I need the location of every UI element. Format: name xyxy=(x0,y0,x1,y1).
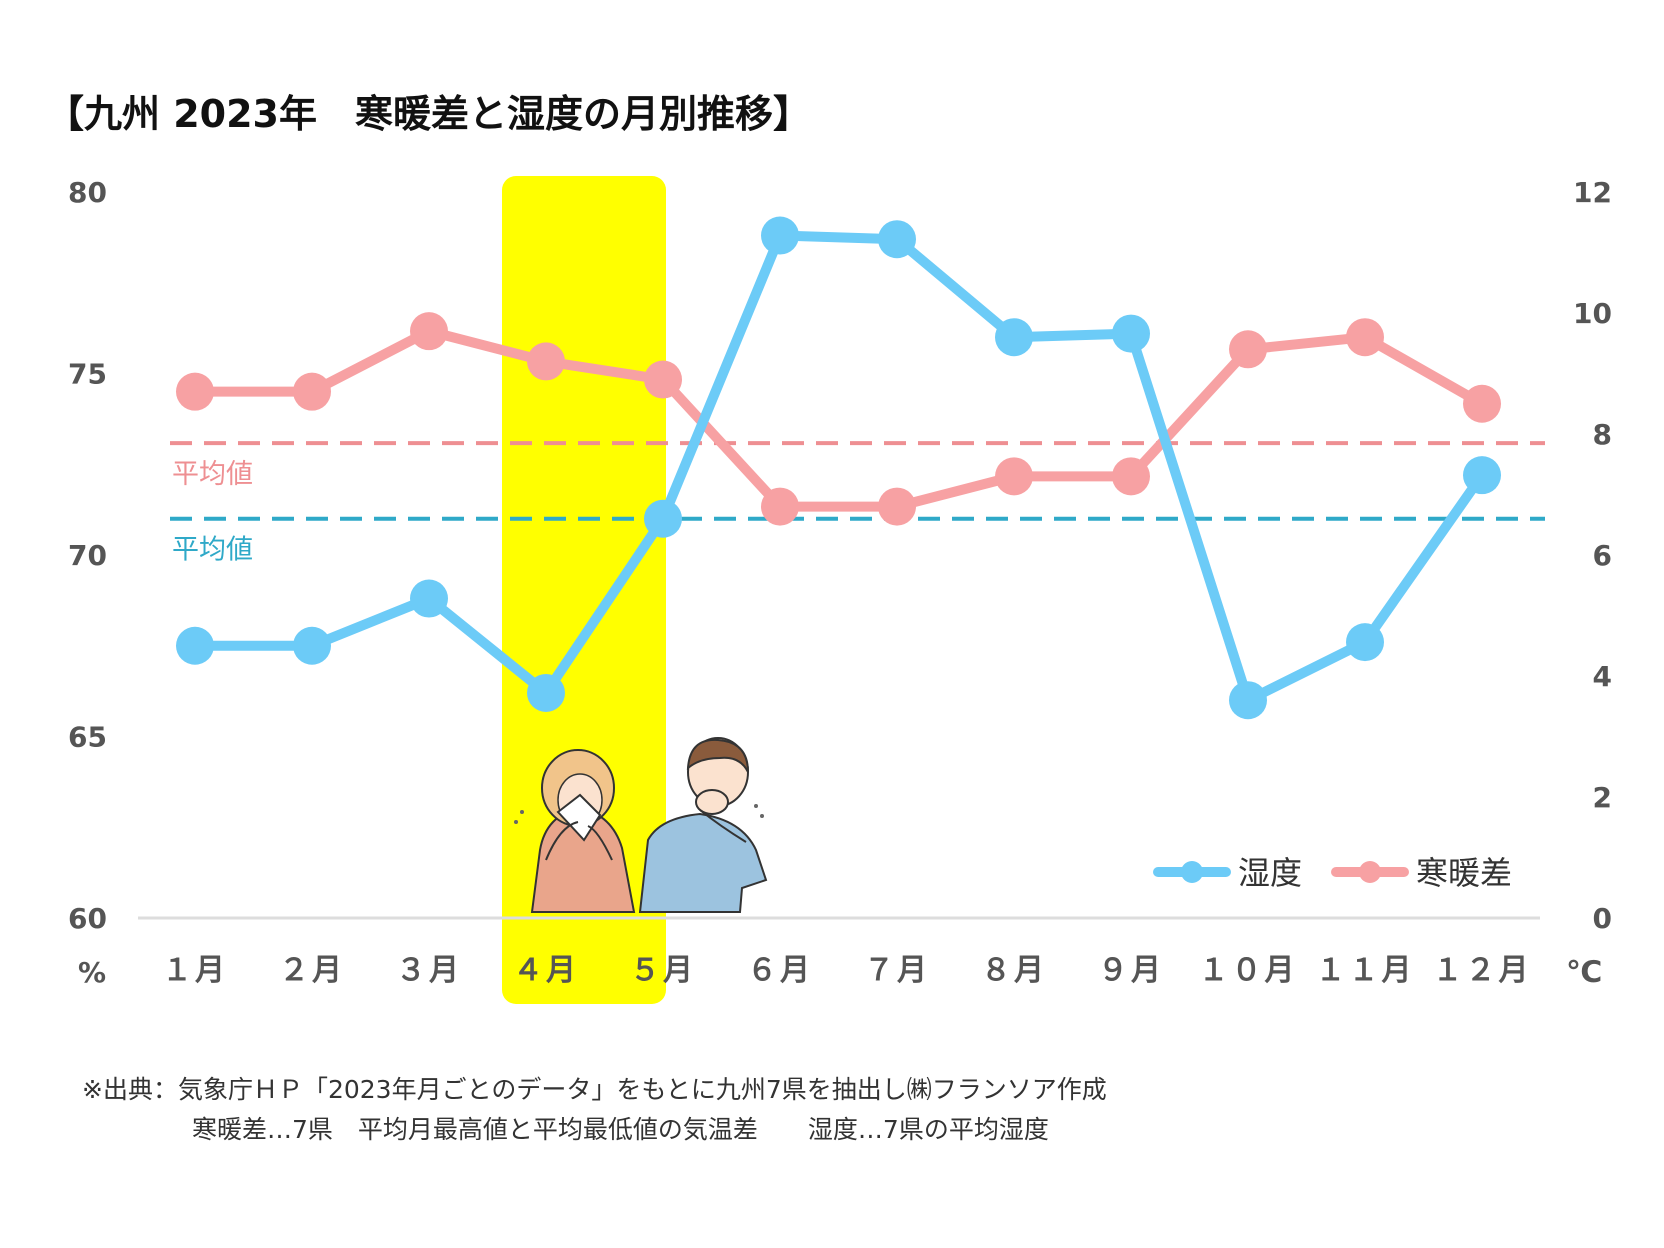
temp-diff-point xyxy=(761,487,799,526)
right-tick-label: 10 xyxy=(1573,297,1612,330)
temp-diff-average-label: 平均値 xyxy=(172,459,253,490)
left-tick-label: 60 xyxy=(68,902,107,935)
right-tick-label: 12 xyxy=(1573,176,1612,209)
humidity-point xyxy=(995,318,1033,357)
x-tick-label: ２月 xyxy=(279,953,345,988)
source-note-line2: 寒暖差…7県 平均月最高値と平均最低値の気温差 湿度…7県の平均湿度 xyxy=(192,1115,1049,1144)
temp-diff-point xyxy=(527,342,565,381)
humidity-point xyxy=(761,216,799,255)
legend-humidity-label: 湿度 xyxy=(1238,854,1302,892)
chart-title: 【九州 2023年 寒暖差と湿度の月別推移】 xyxy=(46,92,811,136)
x-tick-label: １２月 xyxy=(1433,953,1532,988)
humidity-point xyxy=(1229,681,1267,720)
left-tick-label: 70 xyxy=(68,539,107,572)
temp-diff-series xyxy=(176,312,1501,526)
humidity-point xyxy=(1463,456,1501,495)
temp-diff-line xyxy=(190,326,1487,512)
x-tick-label: １１月 xyxy=(1316,953,1415,988)
left-tick-label: 75 xyxy=(68,358,107,391)
humidity-point xyxy=(1112,314,1150,353)
humidity-point xyxy=(527,673,565,712)
temp-diff-point xyxy=(176,372,214,411)
x-tick-label: ３月 xyxy=(396,953,462,988)
left-axis-unit: % xyxy=(78,956,106,989)
temp-diff-point xyxy=(293,372,331,411)
left-axis-ticks: 60 65 70 75 80 xyxy=(68,176,107,935)
humidity-point xyxy=(176,626,214,665)
humidity-point xyxy=(1346,623,1384,662)
humidity-point xyxy=(410,579,448,618)
left-tick-label: 65 xyxy=(68,721,107,754)
temp-diff-point xyxy=(1346,318,1384,357)
right-tick-label: 2 xyxy=(1593,781,1612,814)
x-tick-label: ８月 xyxy=(981,953,1047,988)
legend-temp-diff-dot xyxy=(1359,861,1381,883)
right-tick-label: 0 xyxy=(1593,902,1612,935)
legend: 湿度 寒暖差 xyxy=(1153,854,1512,892)
left-tick-label: 80 xyxy=(68,176,107,209)
right-tick-label: 6 xyxy=(1593,539,1612,572)
temp-diff-point xyxy=(1229,330,1267,369)
legend-temp-diff-label: 寒暖差 xyxy=(1416,854,1512,892)
x-tick-label: ７月 xyxy=(864,953,930,988)
humidity-series xyxy=(176,216,1501,720)
x-tick-label: ９月 xyxy=(1098,953,1164,988)
humidity-line xyxy=(190,230,1487,706)
temp-diff-point xyxy=(995,457,1033,496)
x-tick-label: ６月 xyxy=(747,953,813,988)
temp-diff-point xyxy=(644,360,682,399)
temp-diff-point xyxy=(1112,457,1150,496)
right-tick-label: 8 xyxy=(1593,418,1612,451)
right-axis-unit: ℃ xyxy=(1566,955,1602,990)
right-tick-label: 4 xyxy=(1593,660,1612,693)
right-axis-ticks: 0 2 4 6 8 10 12 xyxy=(1573,176,1612,935)
temp-diff-point xyxy=(878,487,916,526)
legend-humidity-dot xyxy=(1181,861,1203,883)
x-tick-label: ５月 xyxy=(630,953,696,988)
humidity-point xyxy=(644,499,682,538)
x-tick-label: １月 xyxy=(162,953,228,988)
x-tick-label: １０月 xyxy=(1199,953,1298,988)
humidity-point xyxy=(878,220,916,259)
source-note-line1: ※出典：気象庁ＨＰ「2023年月ごとのデータ」をもとに九州7県を抽出し㈱フランソ… xyxy=(82,1075,1107,1104)
humidity-point xyxy=(293,626,331,665)
temp-diff-point xyxy=(410,312,448,351)
sneezing-people-icon xyxy=(514,737,768,913)
temp-diff-point xyxy=(1463,384,1501,423)
x-axis-labels: １月 ２月 ３月 ４月 ５月 ６月 ７月 ８月 ９月 １０月 １１月 １２月 xyxy=(162,953,1532,988)
x-tick-label: ４月 xyxy=(513,953,579,988)
humidity-average-label: 平均値 xyxy=(172,535,253,566)
